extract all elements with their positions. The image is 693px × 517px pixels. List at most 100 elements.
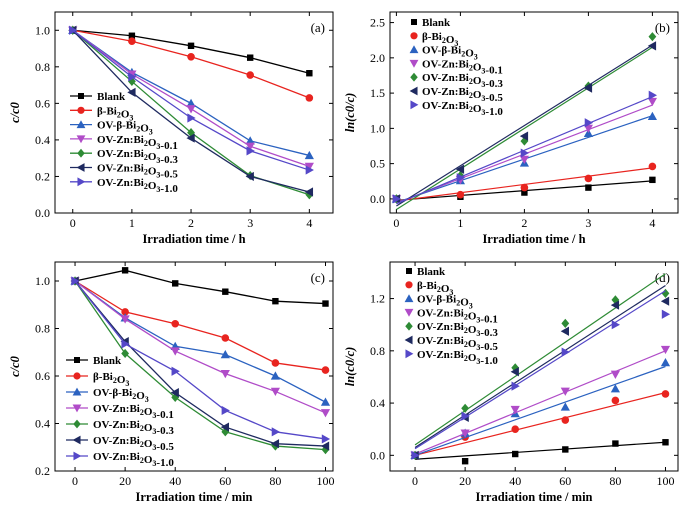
x-tick-label: 40 <box>509 474 521 488</box>
data-point <box>612 440 619 447</box>
series-1 <box>69 27 313 77</box>
legend-entry-label: Blank <box>417 266 446 278</box>
data-point <box>272 297 279 305</box>
legend-marker <box>72 387 82 396</box>
x-tick-label: 2 <box>188 216 194 230</box>
series-line <box>74 280 326 451</box>
legend-entry-label: OV-Zn:Bi2O3-1.0 <box>422 100 503 118</box>
y-tick-label: 0.2 <box>35 464 50 478</box>
y-tick-label: 1.0 <box>35 274 50 288</box>
data-point <box>647 111 657 121</box>
data-point <box>171 366 180 376</box>
x-tick-label: 3 <box>585 216 591 230</box>
data-point <box>245 136 255 145</box>
data-point <box>455 164 465 174</box>
data-point <box>121 348 130 359</box>
data-point <box>271 427 280 437</box>
legend-marker <box>410 72 418 82</box>
legend-entry-label: OV-Zn:Bi2O3-0.3 <box>417 321 498 339</box>
data-point <box>305 165 314 175</box>
data-point <box>584 174 593 183</box>
y-tick-label: 0.0 <box>370 192 385 206</box>
x-tick-label: 20 <box>459 474 471 488</box>
legend-entry-label: OV-β-Bi2O3 <box>422 45 478 62</box>
legend-marker <box>410 32 418 40</box>
legend-entry-label: β-Bi2O3 <box>422 31 458 48</box>
data-point <box>456 173 465 183</box>
data-point <box>511 425 520 434</box>
data-point <box>306 70 313 77</box>
legend-marker <box>77 177 86 187</box>
data-point <box>246 71 254 79</box>
data-point <box>246 54 254 61</box>
fit-line <box>396 46 653 210</box>
x-tick-label: 0 <box>70 216 76 230</box>
x-tick-label: 2 <box>521 216 527 230</box>
series-line <box>74 280 326 440</box>
x-tick-label: 80 <box>609 474 621 488</box>
legend-marker <box>409 86 418 96</box>
series-2 <box>392 162 657 203</box>
legend-marker <box>410 100 419 110</box>
x-tick-label: 60 <box>559 474 571 488</box>
legend-marker <box>77 106 85 114</box>
legend-entry-label: OV-Zn:Bi2O3-1.0 <box>93 451 174 469</box>
x-tick-label: 40 <box>169 474 181 488</box>
plot-frame <box>389 11 679 214</box>
data-point <box>245 142 255 151</box>
data-point <box>661 390 670 398</box>
legend: Blankβ-Bi2O3OV-β-Bi2O3OV-Zn:Bi2O3-0.1OV-… <box>409 17 503 118</box>
y-tick-label: 0.8 <box>370 344 385 358</box>
data-point <box>128 37 136 46</box>
data-point <box>661 309 671 319</box>
legend-marker <box>73 419 81 429</box>
legend-marker <box>404 294 414 303</box>
legend-marker <box>73 451 82 461</box>
legend-marker <box>77 148 85 158</box>
data-point <box>320 409 331 418</box>
y-axis-label: c/c0 <box>8 101 22 123</box>
data-point <box>561 347 570 357</box>
data-point <box>121 267 129 274</box>
y-axis-label: c/c0 <box>8 355 22 377</box>
data-point <box>512 450 519 458</box>
data-point <box>648 32 657 42</box>
data-point <box>246 146 255 156</box>
data-point <box>172 280 179 287</box>
legend-marker <box>72 404 82 413</box>
data-point <box>460 429 470 438</box>
series-line <box>74 280 326 447</box>
y-tick-label: 0.4 <box>35 133 50 147</box>
x-tick-label: 60 <box>219 474 231 488</box>
data-point <box>304 187 314 197</box>
y-tick-label: 0.0 <box>370 448 385 462</box>
data-point <box>520 183 529 192</box>
data-point <box>560 387 570 396</box>
series-6 <box>68 25 314 197</box>
y-tick-label: 1.0 <box>370 121 385 135</box>
data-point <box>660 296 670 306</box>
fit-line <box>414 365 666 456</box>
chart-panel-4: 0 20 40 60 80 100 0.0 0.4 0.8 1.2 Irradiation time… <box>343 261 679 504</box>
data-point <box>660 345 671 355</box>
data-point <box>222 288 229 295</box>
data-point <box>610 384 620 393</box>
data-point <box>321 366 330 374</box>
panel-label: (b) <box>655 20 670 35</box>
x-axis-label: Irradiation time / h <box>482 232 585 246</box>
data-point <box>245 171 254 182</box>
y-tick-label: 2.0 <box>370 51 385 65</box>
data-point <box>647 41 657 51</box>
data-point <box>583 124 593 133</box>
series-2 <box>411 390 670 460</box>
data-point <box>304 162 314 172</box>
data-point <box>583 83 593 93</box>
data-point <box>611 295 620 305</box>
data-point <box>69 25 78 35</box>
fit-line <box>415 441 666 460</box>
data-point <box>321 434 331 444</box>
data-point <box>411 450 420 460</box>
data-point <box>584 118 593 128</box>
data-point <box>510 367 519 377</box>
fit-line <box>414 392 666 456</box>
